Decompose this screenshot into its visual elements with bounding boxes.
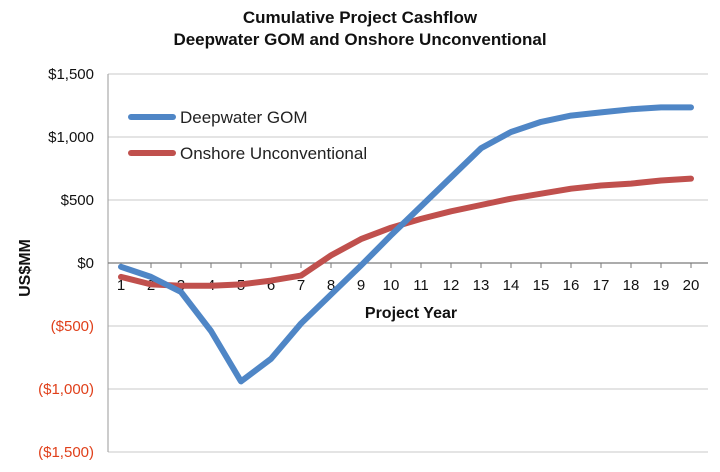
- series-line-deepwater-gom: [118, 104, 694, 385]
- x-tick-label: 14: [503, 277, 520, 294]
- y-tick-label: ($1,000): [38, 381, 94, 398]
- y-axis-label: US$MM: [17, 239, 34, 297]
- x-tick-label: 15: [533, 277, 550, 294]
- series-line-onshore-unconventional: [118, 175, 694, 289]
- y-tick-label: ($1,500): [38, 444, 94, 461]
- y-tick-label: $500: [61, 192, 94, 209]
- y-tick-label: $1,500: [48, 66, 94, 83]
- x-tick-label: 12: [443, 277, 460, 294]
- x-axis-label: Project Year: [365, 305, 457, 322]
- x-tick-label: 13: [473, 277, 490, 294]
- x-tick-label: 11: [413, 277, 429, 294]
- y-tick-label: ($500): [51, 318, 94, 335]
- y-tick-label: $0: [77, 255, 94, 272]
- x-tick-label: 16: [563, 277, 580, 294]
- x-axis-ticks: 1 2 3 4 5 6 7 8 9 10 11 12 13 14 15 16 17 18 19 20: [117, 263, 700, 294]
- x-tick-label: 9: [357, 277, 365, 294]
- x-tick-label: 18: [623, 277, 640, 294]
- x-tick-label: 20: [683, 277, 700, 294]
- legend: Deepwater GOM Onshore Unconventional: [128, 108, 367, 163]
- legend-label: Deepwater GOM: [180, 108, 308, 127]
- x-tick-label: 7: [297, 277, 305, 294]
- y-axis-ticks: $1,500 $1,000 $500 $0 ($500) ($1,000) ($1,500): [38, 66, 94, 461]
- x-tick-label: 8: [327, 277, 335, 294]
- x-tick-label: 17: [593, 277, 610, 294]
- chart-title: Cumulative Project Cashflow: [242, 8, 478, 27]
- x-tick-label: 10: [383, 277, 400, 294]
- chart-subtitle: Deepwater GOM and Onshore Unconventional: [173, 30, 547, 49]
- series-lines: [118, 104, 694, 385]
- x-tick-label: 19: [653, 277, 670, 294]
- x-tick-label: 6: [267, 277, 275, 294]
- y-tick-label: $1,000: [48, 129, 94, 146]
- x-tick-label: 1: [117, 277, 125, 294]
- legend-label: Onshore Unconventional: [180, 144, 367, 163]
